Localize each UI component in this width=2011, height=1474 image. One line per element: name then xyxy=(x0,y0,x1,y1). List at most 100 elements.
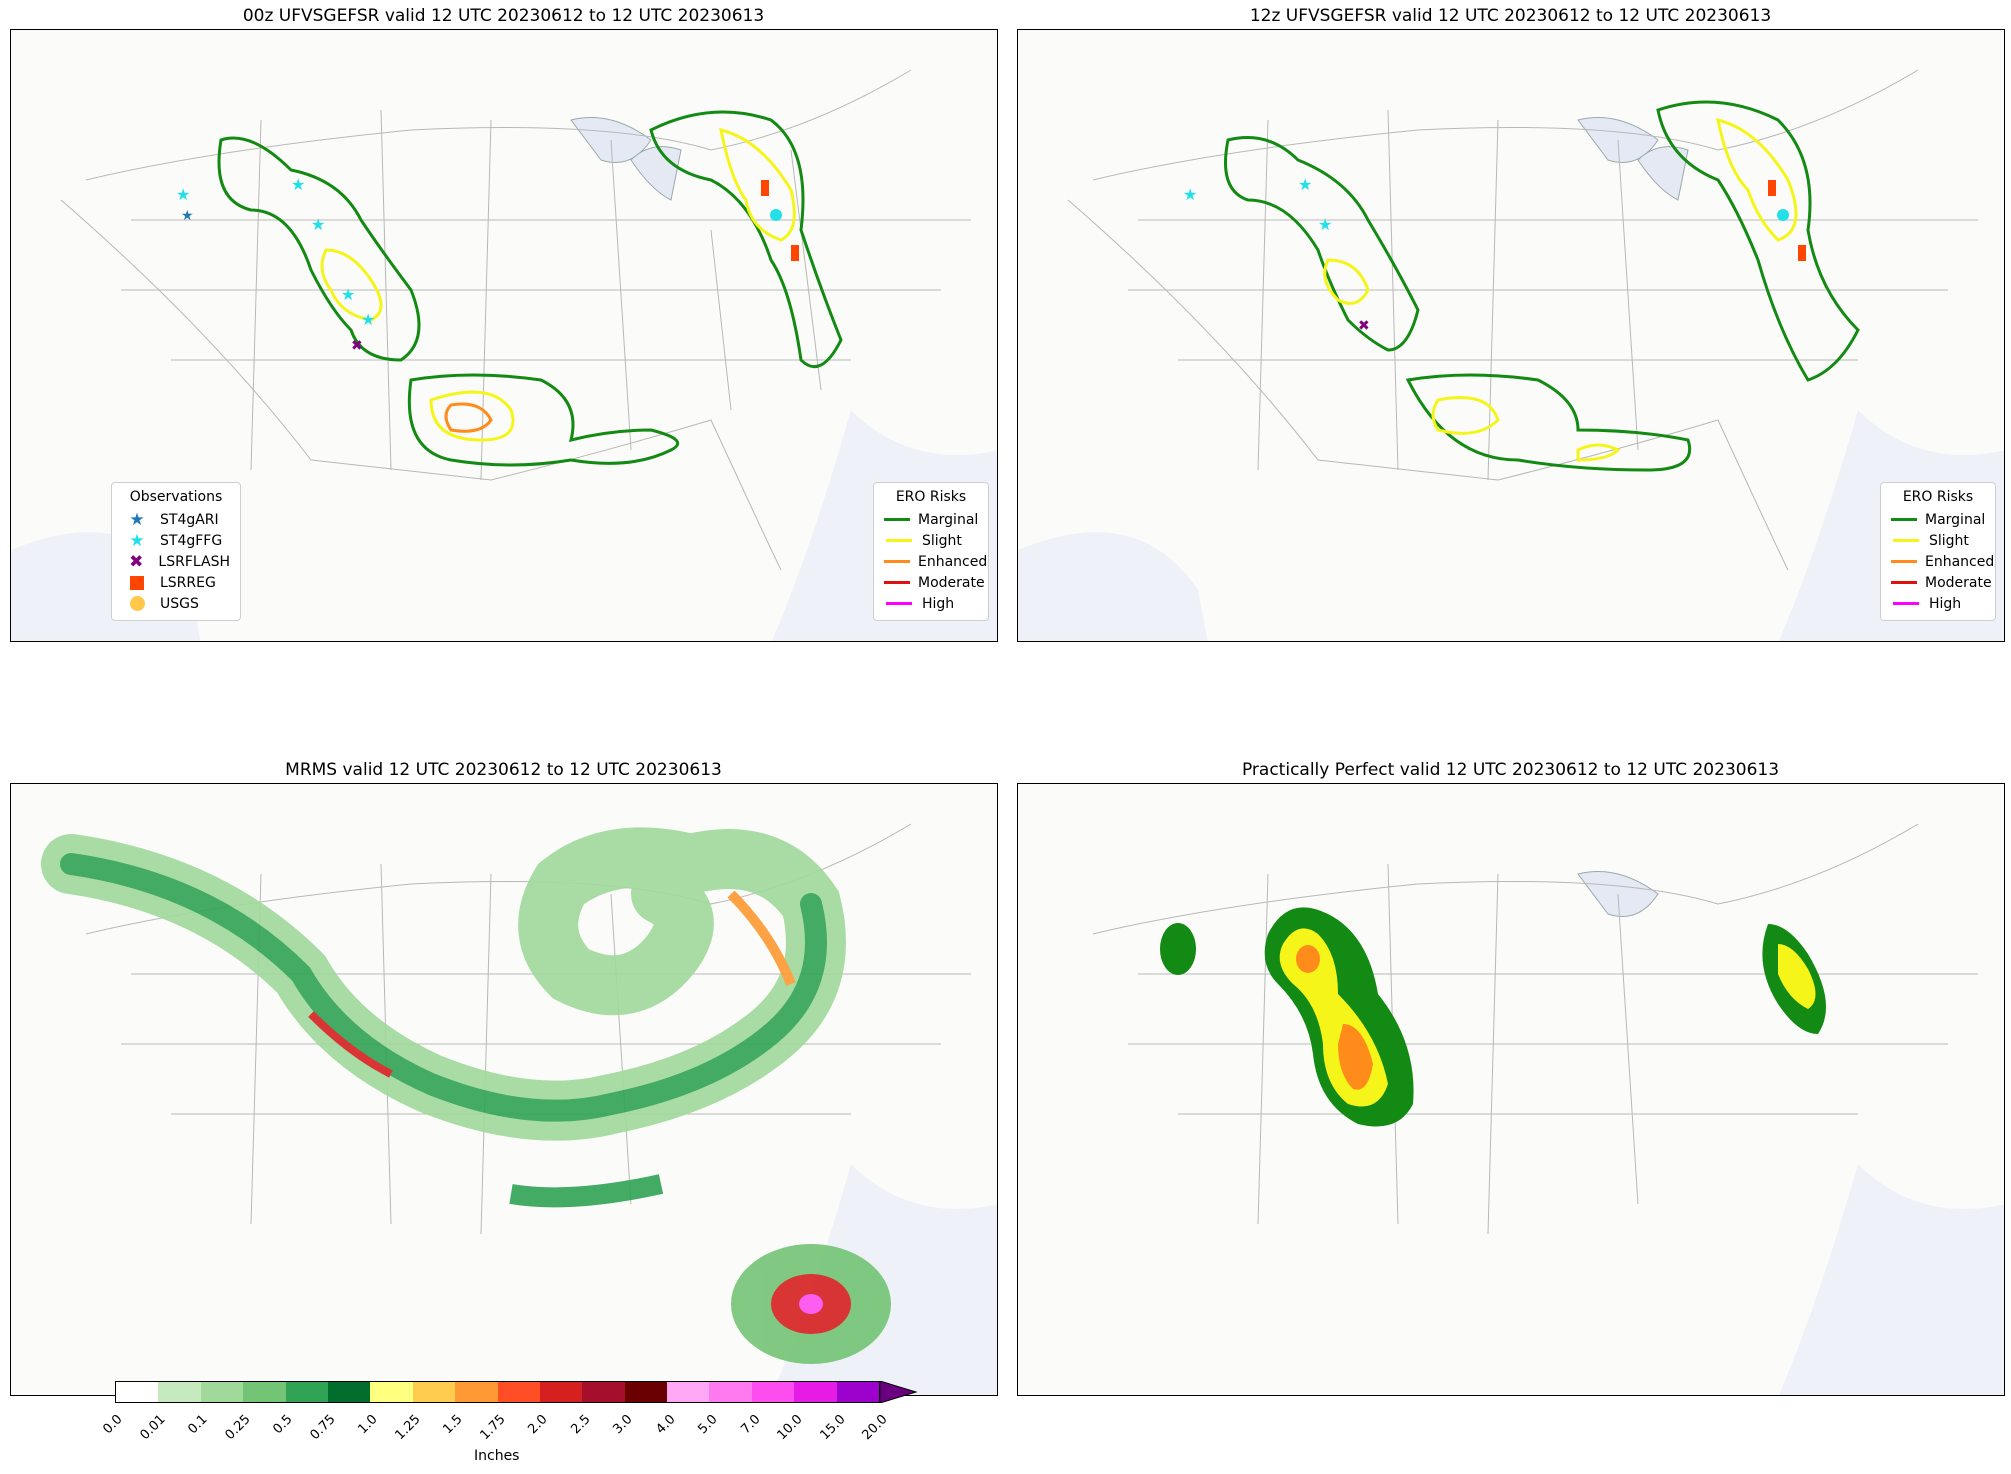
colorbar-tick-label: 1.25 xyxy=(384,1412,423,1451)
circle-marker-icon xyxy=(122,596,152,611)
star-icon: ★ xyxy=(122,531,152,551)
colorbar-label: Inches xyxy=(474,1448,519,1464)
map-panel-00z: ★ ★ ★ ★ ★ ★ ✖ Observations ★ ST4gARI ★ ST4… xyxy=(10,29,998,642)
colorbar-tick-label: 0.75 xyxy=(299,1412,338,1451)
obs-lsrflash-marker: ✖ xyxy=(1358,318,1370,334)
colorbar-cell xyxy=(286,1382,328,1402)
colorbar-tick-label: 4.0 xyxy=(639,1412,678,1451)
legend-item: Enhanced xyxy=(1891,551,1985,572)
precip-field xyxy=(71,857,891,1364)
colorbar-tick-label: 2.5 xyxy=(554,1412,593,1451)
colorbar-tick-label: 10.0 xyxy=(767,1412,806,1451)
colorbar-tick-label: 1.5 xyxy=(427,1412,466,1451)
probability-field xyxy=(1160,907,1826,1126)
colorbar-cell xyxy=(158,1382,200,1402)
line-swatch-icon xyxy=(1891,581,1917,584)
legend-item: Marginal xyxy=(884,509,978,530)
legend-item: Slight xyxy=(1891,530,1985,551)
colorbar-cell xyxy=(243,1382,285,1402)
map-canvas-practically-perfect xyxy=(1018,784,2005,1396)
colorbar-tick-label: 5.0 xyxy=(682,1412,721,1451)
legend-item: Moderate xyxy=(1891,572,1985,593)
line-swatch-icon xyxy=(884,560,910,563)
basemap xyxy=(1018,70,2005,642)
panel-title-mrms: MRMS valid 12 UTC 20230612 to 12 UTC 202… xyxy=(10,760,997,780)
map-panel-mrms xyxy=(10,783,998,1396)
obs-lsrreg-marker xyxy=(1798,245,1806,261)
legend-label: Marginal xyxy=(918,512,978,528)
obs-lsrreg-marker xyxy=(761,180,769,196)
obs-usgs-marker xyxy=(770,209,782,221)
colorbar-cell xyxy=(837,1382,879,1402)
ero-risks-legend: ERO Risks Marginal Slight Enhanced Moder… xyxy=(1880,482,1996,621)
slight-contour-southern-plains xyxy=(431,392,513,440)
legend-label: Enhanced xyxy=(918,554,987,570)
line-swatch-icon xyxy=(1891,560,1917,563)
colorbar-tick-label: 0.01 xyxy=(129,1412,168,1451)
obs-st4gffg-marker: ★ xyxy=(311,215,325,234)
enhanced-contour-southern-plains xyxy=(446,404,491,431)
colorbar-cell xyxy=(540,1382,582,1402)
colorbar-cell xyxy=(709,1382,751,1402)
legend-item: Marginal xyxy=(1891,509,1985,530)
obs-st4gffg-marker: ★ xyxy=(361,310,375,329)
obs-st4gffg-marker: ★ xyxy=(1298,175,1312,194)
obs-st4gffg-marker: ★ xyxy=(291,175,305,194)
ero-legend-title: ERO Risks xyxy=(1891,489,1985,505)
legend-item: USGS xyxy=(122,593,230,614)
obs-st4gffg-marker: ★ xyxy=(341,285,355,304)
obs-lsrreg-marker xyxy=(791,245,799,261)
legend-item: High xyxy=(1891,593,1985,614)
obs-st4gari-marker: ★ xyxy=(181,208,194,224)
colorbar-tick-label: 3.0 xyxy=(597,1412,636,1451)
line-swatch-icon xyxy=(884,539,914,542)
basemap xyxy=(1093,824,2005,1396)
x-marker-icon: ✖ xyxy=(122,552,150,572)
legend-label: LSRREG xyxy=(160,575,216,591)
colorbar-tick-label: 0.0 xyxy=(87,1412,126,1451)
slight-contour-northeast xyxy=(721,130,794,240)
legend-label: ST4gFFG xyxy=(160,533,222,549)
colorbar-cell xyxy=(370,1382,412,1402)
colorbar-cell xyxy=(625,1382,667,1402)
legend-label: High xyxy=(1929,596,1961,612)
marginal-contour-northern-plains xyxy=(219,138,419,360)
panel-title-practically-perfect: Practically Perfect valid 12 UTC 2023061… xyxy=(1017,760,2004,780)
colorbar-cell xyxy=(328,1382,370,1402)
legend-label: Moderate xyxy=(1925,575,1992,591)
marginal-contour-southern-plains xyxy=(1408,375,1690,470)
legend-item: ★ ST4gARI xyxy=(122,509,230,530)
legend-item: High xyxy=(884,593,978,614)
colorbar-cell xyxy=(752,1382,794,1402)
precip-colorbar xyxy=(115,1381,880,1403)
colorbar-cell xyxy=(582,1382,624,1402)
colorbar-cell xyxy=(498,1382,540,1402)
colorbar-tick-label: 20.0 xyxy=(852,1412,891,1451)
obs-usgs-marker xyxy=(1777,209,1789,221)
map-panel-practically-perfect xyxy=(1017,783,2005,1396)
legend-label: Enhanced xyxy=(1925,554,1994,570)
map-panel-12z: ★ ★ ★ ✖ ERO Risks Marginal Slight Enhanc… xyxy=(1017,29,2005,642)
obs-lsrflash-marker: ✖ xyxy=(351,338,363,354)
colorbar-cell xyxy=(201,1382,243,1402)
legend-label: ST4gARI xyxy=(160,512,219,528)
obs-st4gffg-marker: ★ xyxy=(1318,215,1332,234)
colorbar-tick-label: 1.0 xyxy=(342,1412,381,1451)
legend-label: USGS xyxy=(160,596,199,612)
colorbar-tick-label: 1.75 xyxy=(469,1412,508,1451)
colorbar-cell xyxy=(455,1382,497,1402)
colorbar-tick-label: 15.0 xyxy=(809,1412,848,1451)
observations-legend: Observations ★ ST4gARI ★ ST4gFFG ✖ LSRFLASH… xyxy=(111,482,241,621)
legend-item: ✖ LSRFLASH xyxy=(122,551,230,572)
colorbar-tick-label: 7.0 xyxy=(724,1412,763,1451)
colorbar-cell xyxy=(667,1382,709,1402)
observations-legend-title: Observations xyxy=(122,489,230,505)
legend-label: LSRFLASH xyxy=(158,554,230,570)
colorbar-extend-arrow xyxy=(880,1381,920,1403)
slight-contour-northeast xyxy=(1718,120,1796,240)
legend-item: LSRREG xyxy=(122,572,230,593)
colorbar-tick-label: 0.1 xyxy=(172,1412,211,1451)
colorbar-tick-label: 0.5 xyxy=(257,1412,296,1451)
colorbar-cell xyxy=(116,1382,158,1402)
legend-label: Marginal xyxy=(1925,512,1985,528)
